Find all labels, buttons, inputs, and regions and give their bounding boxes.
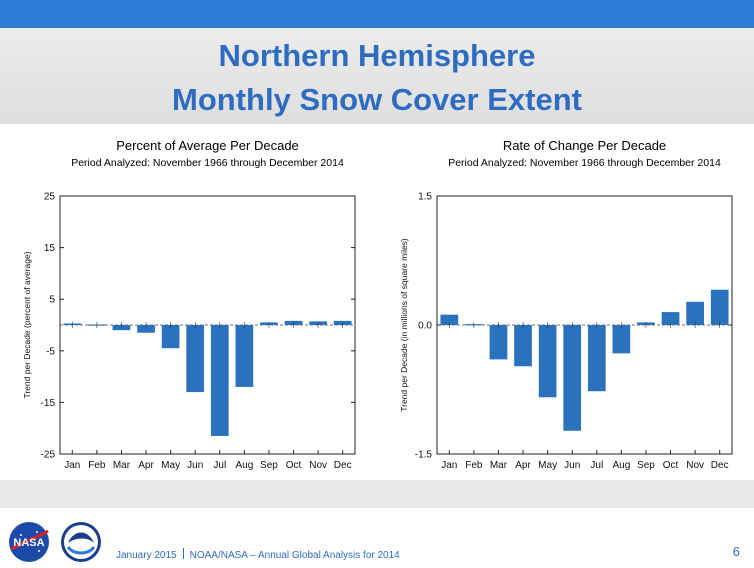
y-tick-label: -25 <box>41 450 56 461</box>
chart-title: Rate of Change Per Decade <box>503 138 666 153</box>
page-number: 6 <box>732 544 740 559</box>
chart-subtitle: Period Analyzed: November 1966 through D… <box>448 157 721 169</box>
bar <box>587 325 606 392</box>
y-axis-label: Trend per Decade (percent of average) <box>22 251 32 398</box>
footer-date: January 2015 <box>116 550 177 561</box>
bar <box>210 325 229 436</box>
bar <box>514 325 532 367</box>
x-tick-label: Apr <box>138 460 154 471</box>
y-tick-label: -1.5 <box>415 450 433 461</box>
chart-percent-of-average: Percent of Average Per Decade Period Anal… <box>0 128 377 478</box>
x-tick-label: Nov <box>309 460 327 471</box>
bar <box>137 325 155 333</box>
bar <box>710 289 729 325</box>
x-tick-label: Jun <box>187 460 203 471</box>
x-tick-label: Jan <box>64 460 80 471</box>
x-tick-label: Sep <box>260 460 278 471</box>
x-tick-label: Feb <box>88 460 106 471</box>
bar <box>235 325 254 387</box>
y-tick-label: 25 <box>44 192 56 203</box>
x-tick-label: May <box>161 460 180 471</box>
bar <box>661 312 680 325</box>
y-tick-label: 0.0 <box>418 321 432 332</box>
x-tick-label: May <box>538 460 557 471</box>
y-tick-label: 1.5 <box>418 192 432 203</box>
bar <box>686 301 704 325</box>
x-tick-label: Jul <box>213 460 226 471</box>
bar <box>440 314 459 325</box>
noaa-logo <box>60 521 102 568</box>
title-band <box>0 28 754 124</box>
y-tick-label: 15 <box>44 243 56 254</box>
page-title-line-1: Northern Hemisphere <box>218 38 536 73</box>
x-tick-label: Jan <box>441 460 457 471</box>
x-tick-label: Apr <box>515 460 531 471</box>
chart-percent-svg: Percent of Average Per Decade Period Anal… <box>22 138 356 471</box>
x-tick-label: Aug <box>612 460 630 471</box>
x-tick-label: Jun <box>564 460 580 471</box>
x-tick-label: Dec <box>711 460 729 471</box>
footer-text: January 2015 NOAA/NASA – Annual Global An… <box>116 548 400 561</box>
y-tick-label: -15 <box>41 398 56 409</box>
bar <box>612 325 631 354</box>
top-accent-bar <box>0 0 754 28</box>
page-title-line-2: Monthly Snow Cover Extent <box>172 82 582 117</box>
bar <box>186 325 205 393</box>
chart-title: Percent of Average Per Decade <box>116 138 299 153</box>
x-tick-label: Sep <box>637 460 655 471</box>
x-tick-label: Oct <box>663 460 679 471</box>
bar <box>563 325 582 431</box>
x-tick-label: Oct <box>286 460 302 471</box>
x-tick-label: Feb <box>465 460 483 471</box>
bar <box>538 325 557 398</box>
x-tick-label: Mar <box>490 460 508 471</box>
footer-grey-strip <box>0 480 754 508</box>
chart-subtitle: Period Analyzed: November 1966 through D… <box>71 157 344 169</box>
svg-text:NASA: NASA <box>13 537 44 549</box>
footer-source: NOAA/NASA – Annual Global Analysis for 2… <box>189 550 400 561</box>
y-tick-label: 5 <box>49 295 55 306</box>
chart-rate-of-change: Rate of Change Per Decade Period Analyzed… <box>377 128 754 478</box>
x-tick-label: Jul <box>590 460 603 471</box>
chart-rate-svg: Rate of Change Per Decade Period Analyzed… <box>399 138 733 471</box>
x-tick-label: Dec <box>334 460 352 471</box>
x-tick-label: Nov <box>686 460 704 471</box>
footer-separator <box>182 548 184 559</box>
y-tick-label: -5 <box>46 346 55 357</box>
bar <box>489 325 508 360</box>
y-axis-label: Trend per Decade (in millions of square … <box>399 238 409 412</box>
x-tick-label: Mar <box>113 460 131 471</box>
bar <box>161 325 180 349</box>
nasa-logo: NASA <box>8 521 50 568</box>
x-tick-label: Aug <box>235 460 253 471</box>
